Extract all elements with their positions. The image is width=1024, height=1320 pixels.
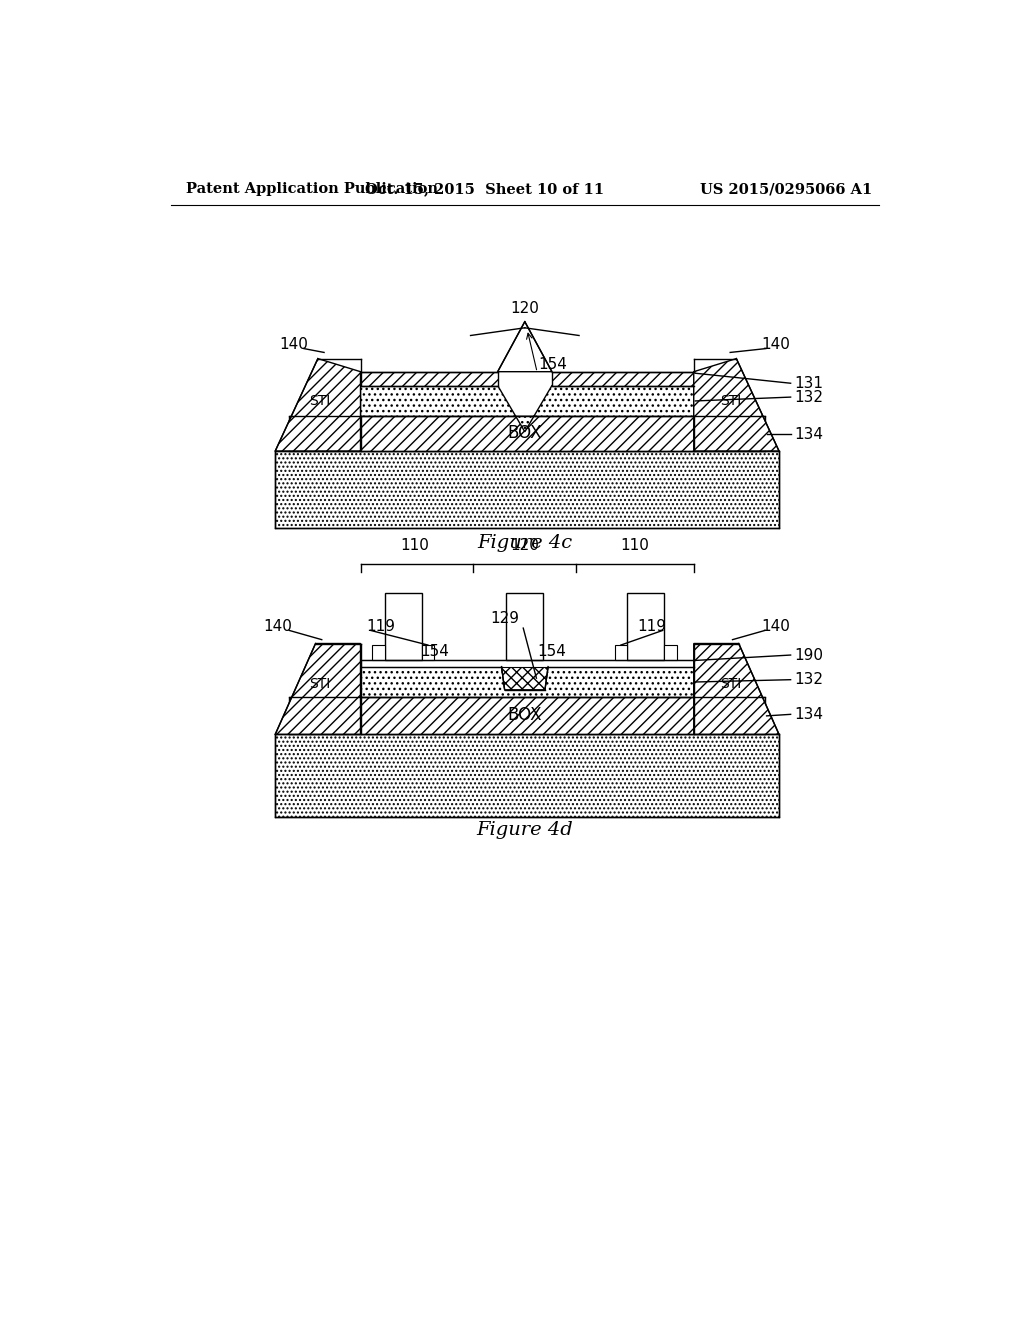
Polygon shape (275, 451, 779, 528)
Text: Oct. 15, 2015  Sheet 10 of 11: Oct. 15, 2015 Sheet 10 of 11 (365, 182, 604, 197)
Text: Figure 4c: Figure 4c (477, 535, 572, 552)
Text: 120: 120 (510, 537, 540, 553)
Polygon shape (275, 734, 779, 817)
Text: 129: 129 (490, 611, 519, 626)
Text: BOX: BOX (508, 424, 542, 442)
Text: 140: 140 (762, 619, 791, 634)
Polygon shape (693, 359, 779, 451)
Text: 110: 110 (400, 537, 429, 553)
Polygon shape (627, 594, 665, 660)
Polygon shape (360, 667, 693, 697)
Text: US 2015/0295066 A1: US 2015/0295066 A1 (699, 182, 872, 197)
Text: BOX: BOX (508, 706, 542, 725)
Polygon shape (360, 660, 693, 667)
Polygon shape (275, 359, 360, 451)
Polygon shape (360, 385, 693, 432)
Text: 134: 134 (795, 706, 823, 722)
Polygon shape (498, 322, 552, 372)
Text: 132: 132 (795, 672, 823, 688)
Polygon shape (289, 416, 765, 451)
Polygon shape (506, 594, 544, 660)
Polygon shape (614, 645, 627, 660)
Text: STI: STI (720, 677, 741, 690)
Polygon shape (385, 594, 422, 660)
Polygon shape (422, 645, 434, 660)
Text: 140: 140 (263, 619, 293, 634)
Polygon shape (275, 644, 360, 734)
Polygon shape (360, 372, 498, 385)
Text: 110: 110 (621, 537, 649, 553)
Text: STI: STI (309, 393, 331, 408)
Text: 140: 140 (280, 337, 308, 352)
Text: Patent Application Publication: Patent Application Publication (186, 182, 438, 197)
Text: 154: 154 (538, 644, 566, 659)
Text: 154: 154 (539, 358, 567, 372)
Text: 154: 154 (421, 644, 450, 659)
Text: 131: 131 (795, 376, 823, 391)
Text: 120: 120 (510, 301, 540, 317)
Polygon shape (502, 667, 548, 689)
Text: 132: 132 (795, 389, 823, 405)
Text: STI: STI (720, 393, 741, 408)
Polygon shape (372, 645, 385, 660)
Polygon shape (693, 644, 779, 734)
Polygon shape (552, 372, 693, 385)
Polygon shape (665, 645, 677, 660)
Text: 134: 134 (795, 426, 823, 442)
Polygon shape (289, 697, 765, 734)
Text: 190: 190 (795, 648, 823, 663)
Text: STI: STI (309, 677, 331, 690)
Text: 140: 140 (762, 337, 791, 352)
Text: 119: 119 (367, 619, 395, 634)
Text: 119: 119 (638, 619, 667, 634)
Text: Figure 4d: Figure 4d (476, 821, 573, 838)
